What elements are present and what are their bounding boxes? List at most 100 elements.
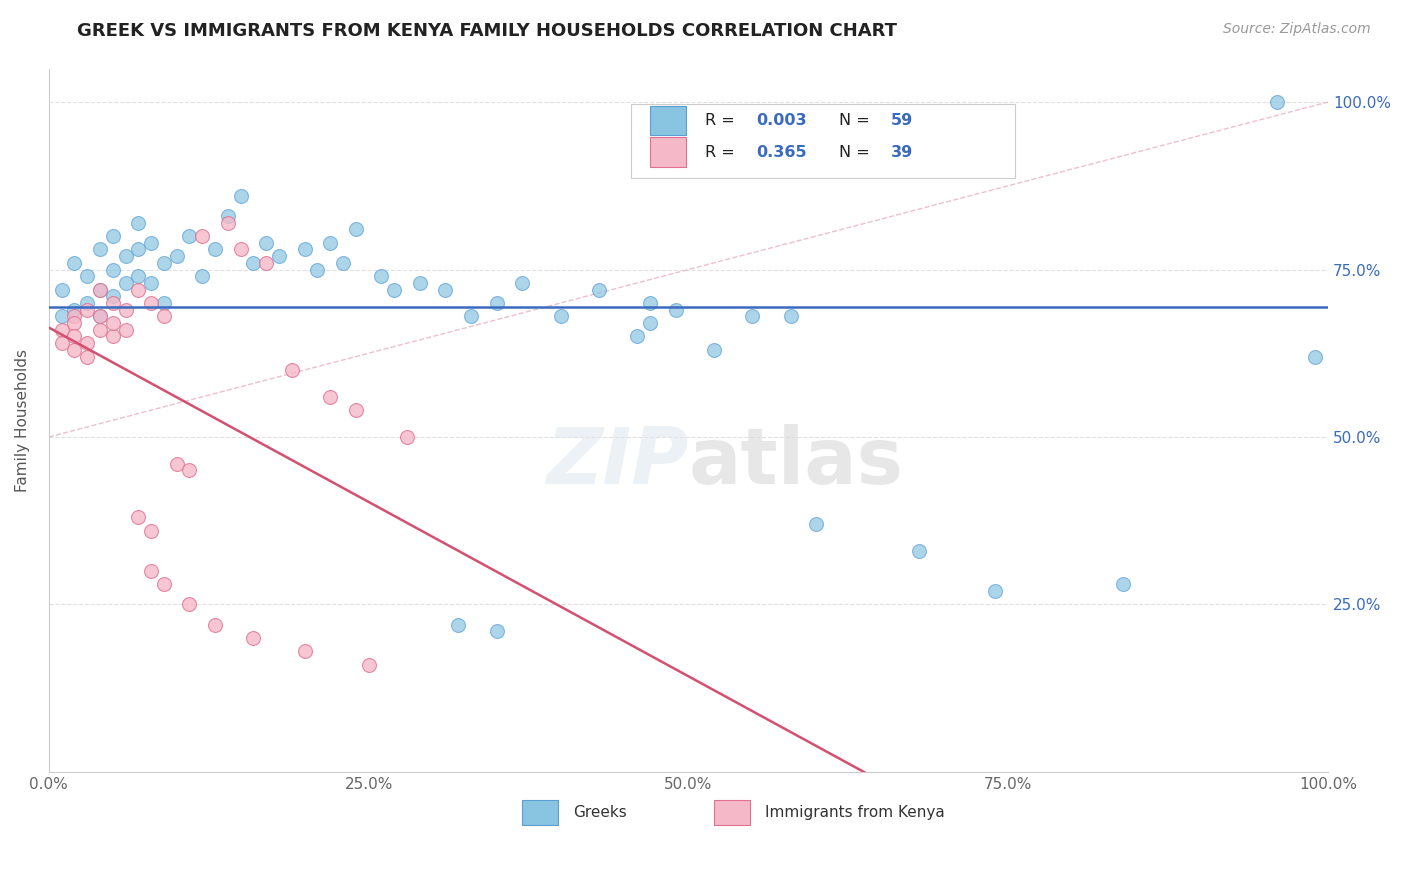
Point: [229, 243, 252, 257]
Point: [101, 229, 124, 244]
Point: [114, 276, 136, 290]
Point: [485, 296, 508, 310]
Point: [89, 310, 111, 324]
Point: [703, 343, 725, 357]
Point: [89, 283, 111, 297]
Point: [179, 598, 201, 612]
Point: [254, 256, 277, 270]
Point: [1265, 95, 1288, 109]
Point: [332, 256, 354, 270]
Point: [294, 644, 316, 658]
Point: [101, 316, 124, 330]
Point: [1305, 350, 1327, 364]
Point: [76, 296, 98, 310]
Text: 39: 39: [890, 145, 912, 160]
Point: [114, 249, 136, 263]
Point: [217, 209, 239, 223]
Bar: [522, 800, 558, 825]
Point: [89, 243, 111, 257]
Point: [76, 336, 98, 351]
Point: [357, 657, 380, 672]
Point: [76, 350, 98, 364]
Point: [242, 256, 264, 270]
Point: [89, 310, 111, 324]
Text: GREEK VS IMMIGRANTS FROM KENYA FAMILY HOUSEHOLDS CORRELATION CHART: GREEK VS IMMIGRANTS FROM KENYA FAMILY HO…: [77, 22, 897, 40]
Point: [127, 269, 149, 284]
Point: [127, 216, 149, 230]
Point: [447, 617, 470, 632]
Text: R =: R =: [704, 145, 740, 160]
Point: [409, 276, 432, 290]
Point: [267, 249, 290, 263]
Text: 59: 59: [890, 113, 912, 128]
Point: [166, 249, 188, 263]
Point: [63, 302, 86, 317]
Point: [344, 403, 367, 417]
Point: [51, 323, 73, 337]
Text: R =: R =: [704, 113, 740, 128]
Point: [101, 289, 124, 303]
Point: [370, 269, 392, 284]
Point: [382, 283, 405, 297]
Point: [344, 222, 367, 236]
Point: [254, 235, 277, 250]
Point: [638, 316, 661, 330]
Bar: [650, 106, 686, 136]
Point: [101, 329, 124, 343]
Point: [395, 430, 418, 444]
Point: [89, 283, 111, 297]
Bar: [650, 137, 686, 167]
Point: [89, 323, 111, 337]
Point: [166, 457, 188, 471]
Y-axis label: Family Households: Family Households: [15, 349, 30, 491]
Point: [127, 283, 149, 297]
Point: [51, 310, 73, 324]
Text: N =: N =: [839, 145, 876, 160]
Point: [485, 624, 508, 639]
Point: [217, 216, 239, 230]
Point: [63, 256, 86, 270]
Point: [907, 544, 929, 558]
Text: atlas: atlas: [689, 425, 903, 500]
Point: [510, 276, 533, 290]
Point: [139, 276, 162, 290]
Text: Greeks: Greeks: [574, 805, 627, 820]
Point: [114, 302, 136, 317]
Point: [153, 256, 176, 270]
Point: [179, 229, 201, 244]
Point: [51, 283, 73, 297]
Point: [63, 310, 86, 324]
Point: [319, 235, 342, 250]
Point: [101, 296, 124, 310]
Point: [179, 463, 201, 477]
Point: [191, 229, 214, 244]
Point: [76, 269, 98, 284]
Point: [139, 235, 162, 250]
Point: [434, 283, 457, 297]
Point: [204, 617, 226, 632]
Point: [1112, 577, 1135, 591]
Point: [281, 363, 304, 377]
Point: [153, 310, 176, 324]
Text: N =: N =: [839, 113, 876, 128]
Point: [76, 302, 98, 317]
Text: Immigrants from Kenya: Immigrants from Kenya: [765, 805, 945, 820]
Text: 0.003: 0.003: [756, 113, 807, 128]
Text: ZIP: ZIP: [546, 425, 689, 500]
Point: [984, 584, 1007, 599]
Bar: [714, 800, 749, 825]
Text: Source: ZipAtlas.com: Source: ZipAtlas.com: [1223, 22, 1371, 37]
Point: [191, 269, 214, 284]
Point: [307, 262, 329, 277]
Point: [139, 296, 162, 310]
Point: [319, 390, 342, 404]
Point: [779, 310, 801, 324]
Point: [139, 564, 162, 578]
Point: [229, 189, 252, 203]
Point: [242, 631, 264, 645]
Point: [588, 283, 610, 297]
Point: [63, 343, 86, 357]
Point: [550, 310, 572, 324]
Point: [114, 323, 136, 337]
Point: [101, 262, 124, 277]
